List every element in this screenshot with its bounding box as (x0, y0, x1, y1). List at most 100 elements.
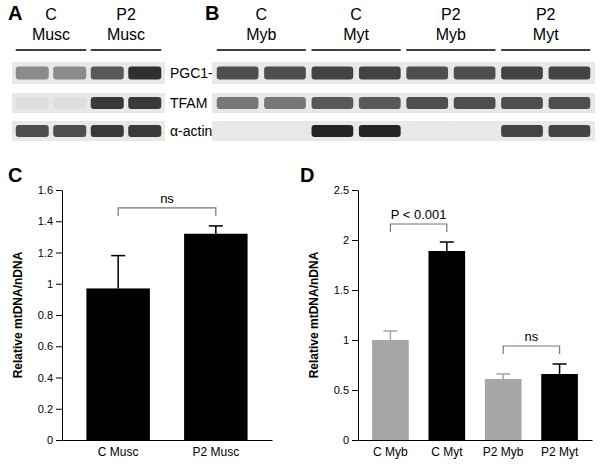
blot-band (16, 97, 49, 109)
panel-letter: B (205, 2, 219, 24)
y-tick-label: 1 (47, 278, 53, 290)
y-tick: 0.2 (38, 403, 62, 415)
x-tick-label: C Myt (431, 445, 463, 459)
significance-label: P < 0.001 (391, 207, 447, 222)
blot-band (217, 97, 259, 109)
x-tick: C Myt (431, 440, 463, 459)
y-tick: 0.5 (334, 384, 358, 396)
blot-band (128, 66, 161, 79)
y-tick-label: 1.6 (38, 184, 53, 196)
group-label: P2 (116, 6, 136, 23)
significance-bracket (503, 346, 559, 354)
blot-band (91, 66, 124, 79)
y-tick-mark (352, 390, 358, 391)
group-label: Musc (107, 26, 145, 43)
blot-band (217, 125, 259, 137)
error-bar-cap (496, 373, 510, 375)
y-tick-mark (56, 440, 62, 441)
error-bar (383, 331, 397, 340)
y-tick-label: 0.5 (334, 384, 349, 396)
group-label: Myt (533, 26, 559, 43)
blot-band (549, 125, 591, 137)
y-tick: 0.6 (38, 340, 62, 352)
x-axis-line (359, 440, 593, 441)
y-axis-title: Relative mtDNA/nDNA (11, 251, 25, 378)
bar (428, 251, 465, 440)
y-tick-mark (56, 346, 62, 347)
blot-band (454, 66, 496, 79)
blot-band (91, 125, 124, 137)
y-axis: 0 0.5 1 1.5 2 2.5 (334, 184, 359, 446)
y-tick-mark (56, 253, 62, 254)
group-underline (312, 49, 401, 51)
y-tick-mark (56, 190, 62, 191)
group-label: Musc (32, 26, 70, 43)
error-bar-stem (446, 242, 448, 251)
x-axis: C Musc P2 Musc (63, 440, 273, 459)
blot-band (16, 66, 49, 79)
blot-band (217, 66, 259, 79)
blot-strip (12, 93, 165, 113)
blot-band (128, 97, 161, 109)
blot-strip (212, 62, 595, 84)
blot-band (501, 97, 543, 109)
y-tick-label: 1.5 (334, 284, 349, 296)
error-bar-stem (559, 364, 561, 374)
blot-band (549, 97, 591, 109)
blot-band (406, 66, 448, 79)
group-label: Myb (246, 26, 276, 43)
blot-band (264, 66, 306, 79)
y-tick-label: 0 (343, 434, 349, 446)
blot-band (359, 66, 401, 79)
bar (485, 379, 522, 440)
bar-panel: C00.20.40.60.811.21.41.6C MuscP2 MuscRel… (8, 164, 273, 459)
y-tick-mark (56, 409, 62, 410)
blot-band (501, 66, 543, 79)
blot-band (16, 125, 49, 137)
y-tick-label: 1 (343, 334, 349, 346)
y-tick-label: 0.6 (38, 340, 53, 352)
blot-strip (212, 121, 595, 141)
error-bar-stem (215, 226, 217, 234)
y-tick-label: 2 (343, 234, 349, 246)
y-tick-mark (56, 315, 62, 316)
y-tick-mark (352, 290, 358, 291)
significance-bracket (390, 224, 446, 232)
y-axis: 00.20.40.60.811.21.41.6 (38, 184, 63, 446)
error-bar (496, 374, 510, 379)
plot-marks (86, 226, 247, 440)
blot-panel: ACMuscP2MuscPGC1-αTFAMα-actinin-2 (8, 2, 236, 141)
blot-band (501, 125, 543, 137)
y-axis-line (358, 191, 359, 441)
y-tick: 1.6 (38, 184, 62, 196)
group-label: Myt (343, 26, 369, 43)
y-tick-label: 1.4 (38, 215, 53, 227)
error-bar-cap (209, 225, 223, 227)
group-label: C (256, 6, 268, 23)
x-tick-label: C Musc (98, 445, 139, 459)
significance-label: ns (160, 191, 174, 206)
plot-marks (372, 242, 578, 440)
blot-band (264, 125, 306, 137)
blot-band (454, 97, 496, 109)
group-label: C (45, 6, 57, 23)
group-label: P2 (441, 6, 461, 23)
group-label: C (350, 6, 362, 23)
y-tick-mark (352, 190, 358, 191)
blot-band (359, 97, 401, 109)
error-bar (209, 226, 223, 234)
error-bar-stem (390, 331, 392, 340)
y-axis-line (62, 191, 63, 441)
blot-strip (212, 93, 595, 113)
x-tick-label: P2 Myb (483, 445, 524, 459)
blot-band (53, 125, 86, 137)
y-tick-mark (56, 378, 62, 379)
x-tick: P2 Myt (541, 440, 579, 459)
error-bar-stem (117, 256, 119, 289)
y-tick-label: 2.5 (334, 184, 349, 196)
blot-band (359, 125, 401, 137)
y-tick-mark (352, 340, 358, 341)
y-tick-mark (56, 284, 62, 285)
bar (184, 234, 247, 440)
x-tick-label: P2 Musc (192, 445, 239, 459)
